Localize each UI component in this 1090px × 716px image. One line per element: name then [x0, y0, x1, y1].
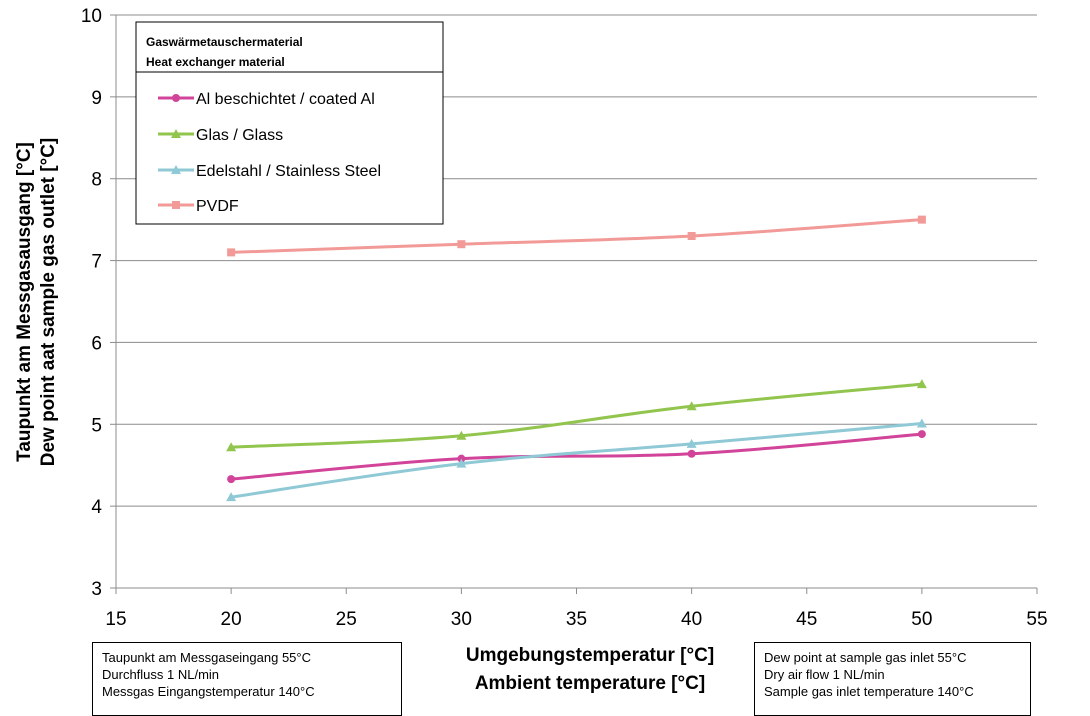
x-tick-label: 20	[221, 609, 242, 630]
legend-entry: Edelstahl / Stainless Steel	[158, 163, 381, 180]
x-axis-title-line-1: Umgebungstemperatur [°C]	[465, 645, 715, 666]
legend-label: PVDF	[196, 198, 239, 215]
data-point	[227, 248, 236, 257]
legend-label: Glas / Glass	[196, 127, 283, 144]
note-line: Durchfluss 1 NL/min	[102, 667, 220, 682]
x-axis-title-line-2: Ambient temperature [°C]	[474, 673, 706, 694]
x-tick-label: 55	[1026, 609, 1047, 630]
y-axis-title-line-1: Taupunkt am Messgasausgang [°C]	[14, 142, 35, 462]
series-line	[231, 218, 922, 254]
y-tick-label: 3	[91, 579, 102, 600]
data-point	[916, 379, 927, 389]
data-point	[457, 240, 466, 249]
y-axis-title: Taupunkt am Messgasausgang [°C] Dew point…	[14, 138, 59, 467]
data-point	[686, 438, 697, 448]
series-2	[226, 379, 927, 452]
series-line	[230, 432, 923, 481]
legend-marker	[172, 94, 180, 102]
legend-label: Edelstahl / Stainless Steel	[196, 163, 381, 180]
y-tick-label: 7	[91, 252, 102, 273]
series-1	[227, 430, 926, 484]
x-tick-label: 45	[796, 609, 817, 630]
conditions-note-german: Taupunkt am Messgaseingang 55°C Durchflu…	[92, 642, 402, 716]
data-point	[686, 401, 697, 411]
data-point	[916, 418, 927, 428]
legend-label: Al beschichtet / coated Al	[196, 91, 375, 108]
legend-entry: Al beschichtet / coated Al	[158, 91, 375, 108]
data-point	[917, 430, 926, 439]
note-line: Dry air flow 1 NL/min	[764, 667, 885, 682]
x-tick-label: 50	[911, 609, 932, 630]
y-tick-labels: 3 4 5 6 7 8 9 10	[81, 6, 103, 600]
legend-marker	[171, 165, 181, 174]
x-tick-label: 25	[336, 609, 357, 630]
x-tick-label: 15	[105, 609, 126, 630]
x-tick-label: 40	[681, 609, 702, 630]
legend-entry: PVDF	[158, 198, 239, 215]
data-point	[456, 430, 467, 440]
y-tick-label: 5	[91, 415, 102, 436]
series-line	[230, 421, 923, 499]
legend-marker	[172, 201, 180, 209]
note-line: Dew point at sample gas inlet 55°C	[764, 650, 967, 665]
legend-entry: Glas / Glass	[158, 127, 283, 144]
series-4	[227, 215, 926, 257]
legend-title-line: Heat exchanger material	[146, 55, 285, 69]
y-tick-label: 6	[91, 333, 102, 354]
data-point	[687, 232, 696, 241]
data-point	[226, 492, 237, 502]
data-point	[226, 442, 237, 452]
note-line: Sample gas inlet temperature 140°C	[764, 684, 974, 699]
y-tick-label: 4	[91, 497, 102, 518]
legend: Gaswärmetauschermaterial Heat exchanger m…	[135, 21, 444, 225]
data-point	[687, 449, 696, 458]
note-line: Taupunkt am Messgaseingang 55°C	[102, 650, 311, 665]
y-tick-label: 9	[91, 88, 102, 109]
x-tick-label: 35	[566, 609, 587, 630]
data-point	[227, 475, 236, 484]
x-tick-labels: 15 20 25 30 35 40 45 50 55	[105, 609, 1047, 630]
x-tick-label: 30	[451, 609, 472, 630]
series-3	[226, 418, 927, 502]
data-point	[456, 458, 467, 468]
legend-marker	[171, 129, 181, 138]
legend-title-line: Gaswärmetauschermaterial	[146, 35, 303, 49]
y-tick-label: 8	[91, 170, 102, 191]
conditions-note-english: Dew point at sample gas inlet 55°C Dry a…	[754, 642, 1031, 716]
x-axis-title: Umgebungstemperatur [°C] Ambient tempera…	[440, 642, 740, 698]
axes	[110, 14, 1038, 594]
note-line: Messgas Eingangstemperatur 140°C	[102, 684, 315, 699]
series-line	[231, 382, 923, 449]
y-tick-label: 10	[81, 6, 102, 27]
legend-title-box	[135, 21, 444, 73]
y-axis-title-line-2: Dew point aat sample gas outlet [°C]	[38, 138, 59, 467]
data-point	[917, 215, 926, 224]
series-lines	[226, 215, 927, 502]
